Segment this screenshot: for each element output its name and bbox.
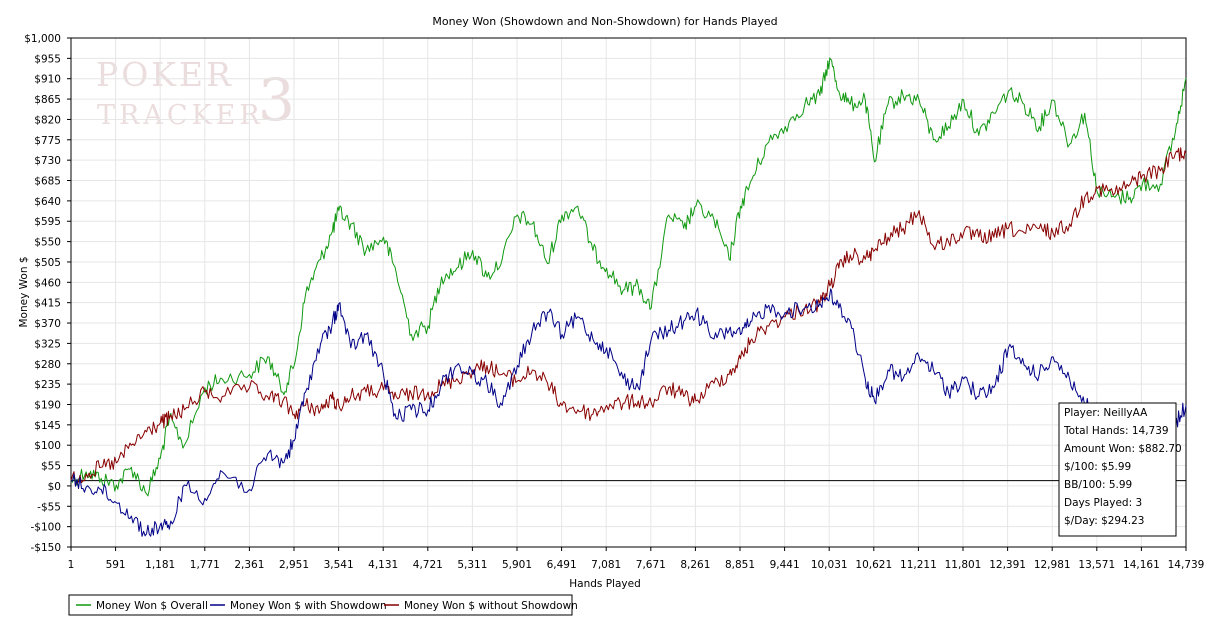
legend: Money Won $ Overall Money Won $ with Sho…	[68, 594, 578, 616]
x-tick-label: 9,441	[770, 559, 800, 571]
y-tick-label: $730	[34, 155, 61, 167]
watermark-line1: POKER	[96, 55, 234, 94]
y-tick-label: $460	[34, 277, 61, 289]
y-axis-ticks: $1,000 $955 $910 $865 $820 $775 $730 $685 $640 $5…	[24, 33, 71, 554]
series-line-non-showdown	[70, 147, 1187, 487]
legend-label-non-showdown: Money Won $ without Showdown	[404, 600, 578, 612]
x-tick-label: 8,261	[680, 559, 710, 571]
x-tick-label: 7,671	[636, 559, 666, 571]
y-tick-label: -$55	[37, 501, 61, 513]
x-tick-label: 12,981	[1034, 559, 1071, 571]
y-tick-label: $145	[34, 420, 61, 432]
x-tick-label: 2,951	[279, 559, 309, 571]
plot-area-frame	[70, 37, 1187, 548]
y-tick-label: $865	[34, 94, 61, 106]
x-tick-label: 3,541	[324, 559, 354, 571]
legend-label-overall: Money Won $ Overall	[96, 600, 208, 612]
x-tick-label: 1,181	[145, 559, 175, 571]
x-tick-label: 13,571	[1078, 559, 1115, 571]
y-tick-label: $775	[34, 135, 61, 147]
series-line-overall	[70, 57, 1187, 497]
y-tick-label: $595	[34, 216, 61, 228]
x-tick-label: 4,131	[368, 559, 398, 571]
watermark-logo: POKER TRACKER 3	[96, 55, 295, 134]
x-tick-label: 5,901	[502, 559, 532, 571]
y-tick-label: $100	[34, 440, 61, 452]
y-tick-label: $235	[34, 379, 61, 391]
y-tick-label: $190	[34, 399, 61, 411]
x-axis-ticks: 1 591 1,181 1,771 2,361 2,951 3,541 4,131 4,721 5…	[68, 547, 1205, 571]
y-tick-label: $955	[34, 53, 61, 65]
x-tick-label: 1	[68, 559, 75, 571]
y-axis-title: Money Won $	[18, 256, 30, 327]
info-per-day: $/Day: $294.23	[1064, 515, 1144, 527]
x-tick-label: 8,851	[725, 559, 755, 571]
y-tick-label: $1,000	[24, 33, 61, 45]
watermark-line2: TRACKER	[97, 100, 264, 131]
legend-frame	[68, 594, 573, 616]
y-tick-label: $640	[34, 196, 61, 208]
y-tick-label: $820	[34, 114, 61, 126]
y-tick-label: $910	[34, 74, 61, 86]
y-tick-label: $55	[41, 461, 61, 473]
y-tick-label: $685	[34, 176, 61, 188]
x-tick-label: 2,361	[234, 559, 264, 571]
x-tick-label: 10,621	[855, 559, 892, 571]
x-tick-label: 14,739	[1168, 559, 1205, 571]
x-tick-label: 7,081	[591, 559, 621, 571]
watermark-mark: 3	[258, 66, 295, 134]
info-days-played: Days Played: 3	[1064, 497, 1142, 509]
x-tick-label: 591	[106, 559, 126, 571]
x-tick-label: 6,491	[547, 559, 577, 571]
player-info-box: Player: NeillyAA Total Hands: 14,739 Amo…	[1058, 402, 1182, 537]
y-tick-label: -$100	[30, 522, 61, 534]
x-tick-label: 11,211	[900, 559, 937, 571]
x-tick-label: 12,391	[989, 559, 1026, 571]
series-lines	[70, 57, 1187, 537]
x-tick-label: 11,801	[945, 559, 982, 571]
y-tick-label: $0	[48, 481, 61, 493]
x-tick-label: 14,161	[1123, 559, 1160, 571]
y-tick-label: $550	[34, 237, 61, 249]
x-tick-label: 5,311	[457, 559, 487, 571]
x-tick-label: 10,031	[811, 559, 848, 571]
info-box-frame	[1058, 402, 1177, 537]
y-tick-label: $505	[34, 257, 61, 269]
info-amount-won: Amount Won: $882.70	[1064, 443, 1182, 455]
info-total-hands: Total Hands: 14,739	[1063, 425, 1169, 437]
y-tick-label: -$150	[30, 542, 61, 554]
legend-label-showdown: Money Won $ with Showdown	[230, 600, 387, 612]
info-per-100: $/100: $5.99	[1064, 461, 1131, 473]
y-tick-label: $415	[34, 298, 61, 310]
series-line-showdown	[70, 288, 1187, 537]
y-tick-label: $280	[34, 359, 61, 371]
x-axis-title: Hands Played	[569, 578, 640, 590]
x-tick-label: 4,721	[413, 559, 443, 571]
chart-title: Money Won (Showdown and Non-Showdown) fo…	[432, 15, 777, 28]
x-tick-label: 1,771	[190, 559, 220, 571]
y-tick-label: $325	[34, 338, 61, 350]
info-bb-per-100: BB/100: 5.99	[1064, 479, 1132, 491]
y-tick-label: $370	[34, 318, 61, 330]
info-player: Player: NeillyAA	[1064, 407, 1148, 419]
